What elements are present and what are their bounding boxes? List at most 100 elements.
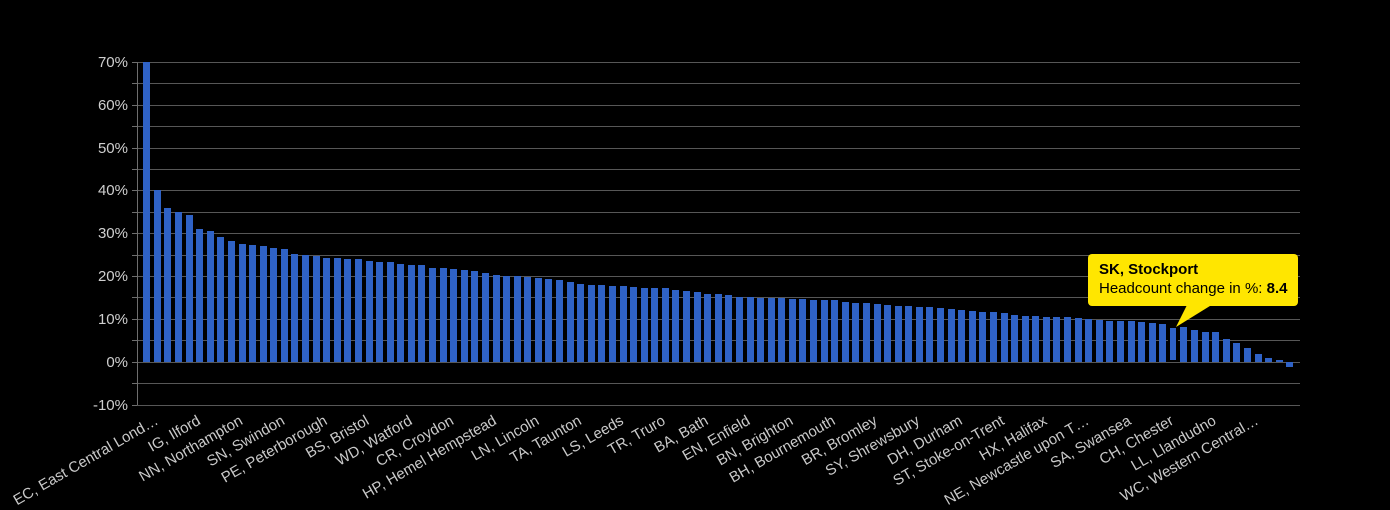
bar[interactable] — [1243, 347, 1251, 362]
bar[interactable] — [979, 311, 987, 362]
bar[interactable] — [280, 249, 288, 362]
bar[interactable] — [862, 303, 870, 362]
bar[interactable] — [926, 307, 934, 362]
bar[interactable] — [799, 299, 807, 362]
bar[interactable] — [577, 284, 585, 362]
bar-highlight-sk-stockport[interactable] — [1168, 325, 1179, 362]
bar[interactable] — [746, 297, 754, 362]
bar[interactable] — [333, 258, 341, 362]
bar[interactable] — [534, 277, 542, 362]
bar[interactable] — [630, 287, 638, 362]
bar[interactable] — [545, 278, 553, 362]
bar[interactable] — [735, 296, 743, 362]
bar[interactable] — [259, 246, 267, 362]
bar[interactable] — [1138, 321, 1146, 362]
bar[interactable] — [1191, 330, 1199, 362]
bar[interactable] — [1011, 315, 1019, 362]
bar[interactable] — [217, 237, 225, 362]
bar[interactable] — [185, 214, 193, 362]
bar[interactable] — [354, 259, 362, 362]
bar[interactable] — [1095, 319, 1103, 362]
bar[interactable] — [661, 288, 669, 362]
bar[interactable] — [1275, 360, 1283, 362]
bar[interactable] — [196, 228, 204, 362]
bar[interactable] — [302, 255, 310, 362]
bar[interactable] — [291, 254, 299, 362]
bar[interactable] — [989, 312, 997, 362]
bar[interactable] — [460, 270, 468, 362]
bar[interactable] — [397, 263, 405, 362]
bar[interactable] — [1106, 320, 1114, 362]
bar[interactable] — [376, 261, 384, 362]
bar[interactable] — [524, 276, 532, 362]
bar[interactable] — [1053, 316, 1061, 362]
bar[interactable] — [503, 275, 511, 362]
bar[interactable] — [810, 299, 818, 362]
bar[interactable] — [767, 298, 775, 362]
bar[interactable] — [958, 310, 966, 362]
bar[interactable] — [344, 258, 352, 362]
bar[interactable] — [852, 302, 860, 362]
bar[interactable] — [1064, 317, 1072, 362]
bar[interactable] — [227, 240, 235, 362]
bar[interactable] — [831, 300, 839, 362]
bar[interactable] — [1201, 331, 1209, 362]
bar[interactable] — [249, 245, 257, 362]
bar[interactable] — [947, 309, 955, 362]
bar[interactable] — [450, 269, 458, 362]
bar[interactable] — [820, 300, 828, 362]
bar[interactable] — [788, 298, 796, 362]
bar[interactable] — [587, 284, 595, 362]
bar[interactable] — [651, 288, 659, 362]
bar[interactable] — [175, 211, 183, 362]
bar[interactable] — [143, 61, 151, 362]
bar[interactable] — [884, 305, 892, 362]
bar[interactable] — [1116, 321, 1124, 362]
bar[interactable] — [206, 231, 214, 362]
bar[interactable] — [1021, 315, 1029, 362]
bar[interactable] — [873, 304, 881, 362]
bar[interactable] — [640, 287, 648, 362]
bar[interactable] — [693, 292, 701, 362]
bar[interactable] — [471, 271, 479, 362]
bar[interactable] — [386, 262, 394, 362]
bar[interactable] — [704, 293, 712, 362]
bar[interactable] — [153, 190, 161, 362]
bar[interactable] — [1074, 318, 1082, 362]
bar[interactable] — [1233, 342, 1241, 362]
bar[interactable] — [312, 256, 320, 362]
bar[interactable] — [1254, 354, 1262, 362]
bar[interactable] — [1265, 357, 1273, 362]
bar[interactable] — [778, 298, 786, 362]
bar[interactable] — [1212, 332, 1220, 362]
bar[interactable] — [1032, 316, 1040, 362]
bar[interactable] — [323, 257, 331, 362]
bar[interactable] — [566, 282, 574, 362]
bar[interactable] — [1000, 313, 1008, 362]
bar[interactable] — [968, 311, 976, 362]
bar[interactable] — [1085, 318, 1093, 362]
bar[interactable] — [1222, 339, 1230, 362]
bar[interactable] — [1159, 324, 1167, 362]
bar[interactable] — [1286, 361, 1294, 368]
bar[interactable] — [841, 301, 849, 362]
bar[interactable] — [672, 289, 680, 362]
bar[interactable] — [1127, 321, 1135, 362]
bar[interactable] — [1148, 323, 1156, 362]
bar[interactable] — [683, 291, 691, 362]
bar[interactable] — [429, 267, 437, 362]
bar[interactable] — [270, 247, 278, 362]
bar[interactable] — [365, 260, 373, 362]
bar[interactable] — [1180, 327, 1188, 362]
bar[interactable] — [937, 308, 945, 362]
bar[interactable] — [492, 275, 500, 362]
bar[interactable] — [418, 265, 426, 362]
bar[interactable] — [513, 276, 521, 362]
bar[interactable] — [714, 294, 722, 362]
bar[interactable] — [238, 243, 246, 362]
bar[interactable] — [1042, 316, 1050, 362]
bar[interactable] — [608, 285, 616, 362]
bar[interactable] — [481, 273, 489, 362]
bar[interactable] — [556, 279, 564, 362]
bar[interactable] — [598, 285, 606, 362]
